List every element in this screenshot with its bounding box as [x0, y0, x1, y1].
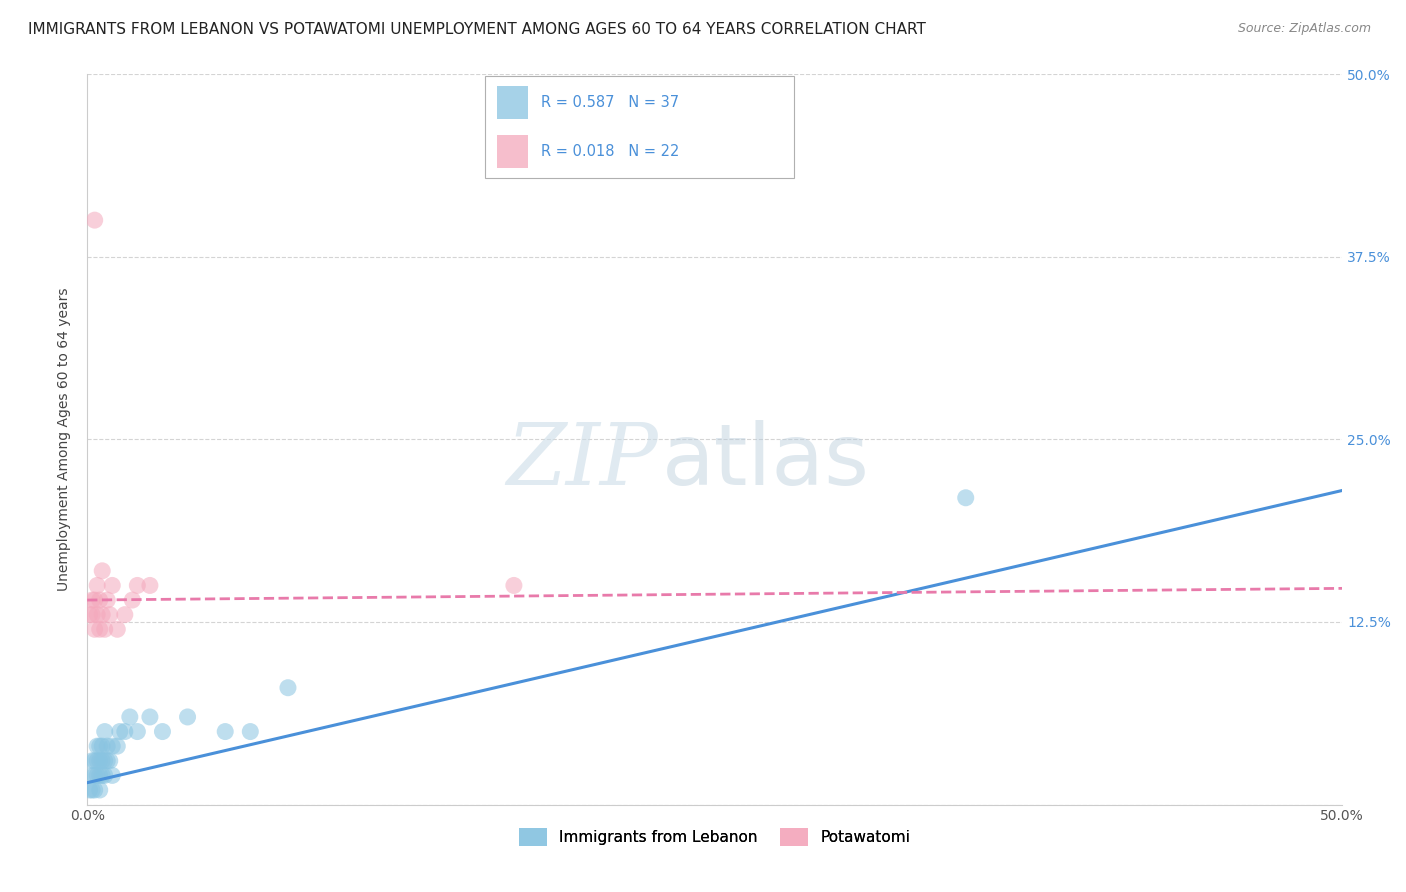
Point	[139, 578, 162, 592]
Point	[91, 739, 114, 754]
Point	[83, 622, 105, 636]
Point	[86, 739, 108, 754]
Point	[239, 724, 262, 739]
Point	[83, 768, 105, 782]
Point	[114, 607, 136, 622]
Point	[82, 607, 104, 622]
Point	[96, 754, 118, 768]
Text: Source: ZipAtlas.com: Source: ZipAtlas.com	[1237, 22, 1371, 36]
Point	[91, 768, 114, 782]
Text: R = 0.587   N = 37: R = 0.587 N = 37	[541, 95, 679, 110]
Point	[82, 768, 104, 782]
Point	[502, 578, 524, 592]
Point	[86, 578, 108, 592]
Point	[86, 754, 108, 768]
Point	[93, 622, 115, 636]
Point	[176, 710, 198, 724]
Point	[79, 783, 101, 797]
Point	[105, 739, 128, 754]
Point	[86, 607, 108, 622]
Point	[93, 768, 115, 782]
Bar	[498, 136, 529, 168]
Text: ZIP: ZIP	[506, 420, 658, 502]
Point	[121, 593, 143, 607]
Point	[277, 681, 299, 695]
Point	[83, 783, 105, 797]
Point	[127, 724, 149, 739]
Point	[105, 622, 128, 636]
Point	[89, 783, 111, 797]
Point	[86, 768, 108, 782]
Point	[96, 739, 118, 754]
Point	[91, 607, 114, 622]
Point	[118, 710, 141, 724]
Point	[89, 593, 111, 607]
Point	[152, 724, 174, 739]
Y-axis label: Unemployment Among Ages 60 to 64 years: Unemployment Among Ages 60 to 64 years	[58, 287, 72, 591]
Point	[83, 593, 105, 607]
Point	[127, 578, 149, 592]
Point	[114, 724, 136, 739]
Legend: Immigrants from Lebanon, Potawatomi: Immigrants from Lebanon, Potawatomi	[513, 822, 917, 852]
Point	[214, 724, 236, 739]
Point	[83, 213, 105, 227]
Text: IMMIGRANTS FROM LEBANON VS POTAWATOMI UNEMPLOYMENT AMONG AGES 60 TO 64 YEARS COR: IMMIGRANTS FROM LEBANON VS POTAWATOMI UN…	[28, 22, 927, 37]
Point	[89, 739, 111, 754]
Text: R = 0.018   N = 22: R = 0.018 N = 22	[541, 145, 679, 160]
Point	[83, 754, 105, 768]
Point	[89, 768, 111, 782]
Point	[82, 754, 104, 768]
Point	[93, 754, 115, 768]
Point	[89, 622, 111, 636]
Point	[98, 754, 121, 768]
Text: atlas: atlas	[662, 420, 870, 503]
Point	[101, 768, 124, 782]
Point	[96, 593, 118, 607]
Point	[101, 578, 124, 592]
Point	[82, 593, 104, 607]
Point	[79, 607, 101, 622]
Point	[139, 710, 162, 724]
Point	[89, 754, 111, 768]
Point	[91, 754, 114, 768]
Bar	[498, 87, 529, 119]
Point	[98, 607, 121, 622]
Point	[93, 724, 115, 739]
Point	[101, 739, 124, 754]
Point	[955, 491, 977, 505]
FancyBboxPatch shape	[485, 76, 794, 178]
Point	[82, 783, 104, 797]
Point	[91, 564, 114, 578]
Point	[108, 724, 131, 739]
